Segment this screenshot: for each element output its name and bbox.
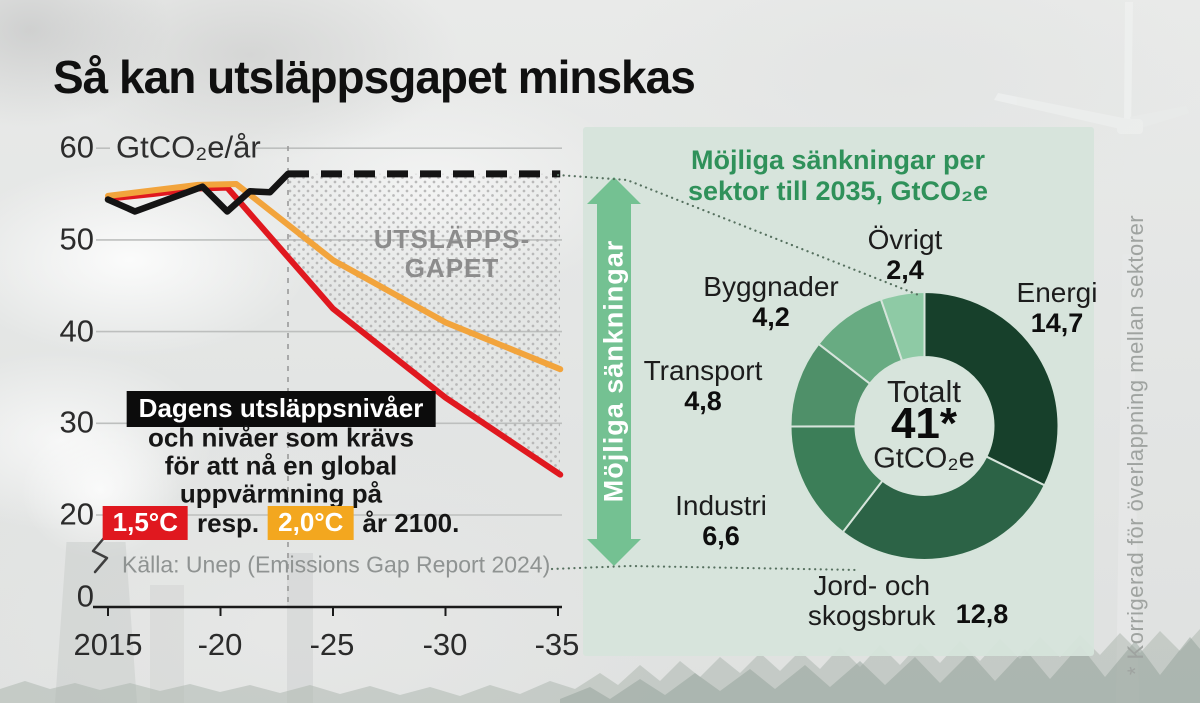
panel-title-line1: Möjliga sänkningar per xyxy=(690,145,986,175)
segment-value: 4,8 xyxy=(684,386,722,416)
segment-label-transport: Transport 4,8 xyxy=(644,355,763,417)
panel-title-line2: sektor till 2035, GtCO₂e xyxy=(687,176,989,206)
segment-label-ovrigt: Övrigt 2,4 xyxy=(868,224,943,286)
chimney-silhouette xyxy=(287,553,313,703)
annotation-line3: för att nå en global xyxy=(164,450,398,481)
annotation-line4: uppvärmning på xyxy=(179,478,383,509)
segment-name: Byggnader xyxy=(703,271,839,302)
segment-name: Transport xyxy=(643,355,763,386)
emissions-gap-label-line1: UTSLÄPPS- xyxy=(373,224,531,254)
segment-label-byggnader: Byggnader 4,2 xyxy=(703,271,838,333)
donut-center-total: 41* xyxy=(890,399,958,448)
donut-center-unit: GtCO₂e xyxy=(873,442,975,475)
y-tick-60: 60 xyxy=(59,129,94,165)
temp-2-0-chip: 2,0°C xyxy=(268,506,354,540)
emissions-gap-label: UTSLÄPPS- GAPET xyxy=(374,225,530,283)
y-tick-40: 40 xyxy=(59,313,94,349)
forest-silhouette xyxy=(0,629,1200,703)
source-credit: Källa: Unep (Emissions Gap Report 2024) xyxy=(122,551,551,578)
segment-label-energi: Energi 14,7 xyxy=(1017,277,1098,339)
y-tick-30: 30 xyxy=(59,404,94,440)
segment-name: Övrigt xyxy=(867,224,943,255)
segment-name: Energi xyxy=(1016,277,1098,308)
segment-name: Jord- och skogsbruk xyxy=(807,570,936,631)
segment-name: Industri xyxy=(675,490,767,521)
year-2100-text: år 2100. xyxy=(362,507,460,538)
emissions-gap-label-line2: GAPET xyxy=(404,253,500,283)
x-tick-2025: -25 xyxy=(309,627,355,662)
segment-label-industri: Industri 6,6 xyxy=(675,490,767,552)
chimney-silhouette-2 xyxy=(150,585,184,703)
annotation-line2: och nivåer som krävs xyxy=(148,422,414,453)
segment-value: 12,8 xyxy=(955,599,1009,629)
segment-value: 14,7 xyxy=(1030,308,1084,338)
segment-value: 2,4 xyxy=(886,255,924,285)
annotation-line5: 1,5°C resp. 2,0°C år 2100. xyxy=(102,506,460,540)
y-axis-unit-label: GtCO₂e/år xyxy=(116,129,261,165)
y-tick-20: 20 xyxy=(59,496,94,532)
y-tick-50: 50 xyxy=(59,221,94,257)
footnote-vertical: * Korrigerad för överlappning mellan sek… xyxy=(1123,214,1148,676)
possible-reductions-arrow-label: Möjliga sänkningar xyxy=(598,239,629,503)
x-tick-2015: 2015 xyxy=(73,627,143,662)
x-tick-2030: -30 xyxy=(422,627,468,662)
temp-1-5-chip: 1,5°C xyxy=(102,506,188,540)
y-tick-0: 0 xyxy=(76,578,94,614)
segment-value: 4,2 xyxy=(752,302,790,332)
x-tick-2035: -35 xyxy=(534,627,580,662)
resp-text: resp. xyxy=(196,507,260,538)
x-tick-2020: -20 xyxy=(197,627,243,662)
segment-value: 6,6 xyxy=(702,521,740,551)
panel-title: Möjliga sänkningar per sektor till 2035,… xyxy=(688,145,988,207)
segment-label-jord-och-skogsbruk: Jord- och skogsbruk 12,8 xyxy=(802,570,1009,631)
page-title: Så kan utsläppsgapet minskas xyxy=(53,51,696,103)
